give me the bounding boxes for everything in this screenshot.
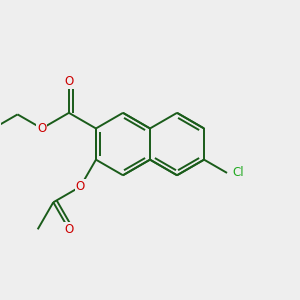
Text: O: O (64, 223, 74, 236)
Text: O: O (76, 180, 85, 193)
Text: O: O (37, 122, 46, 135)
Text: Cl: Cl (232, 167, 244, 179)
Text: O: O (64, 75, 74, 88)
